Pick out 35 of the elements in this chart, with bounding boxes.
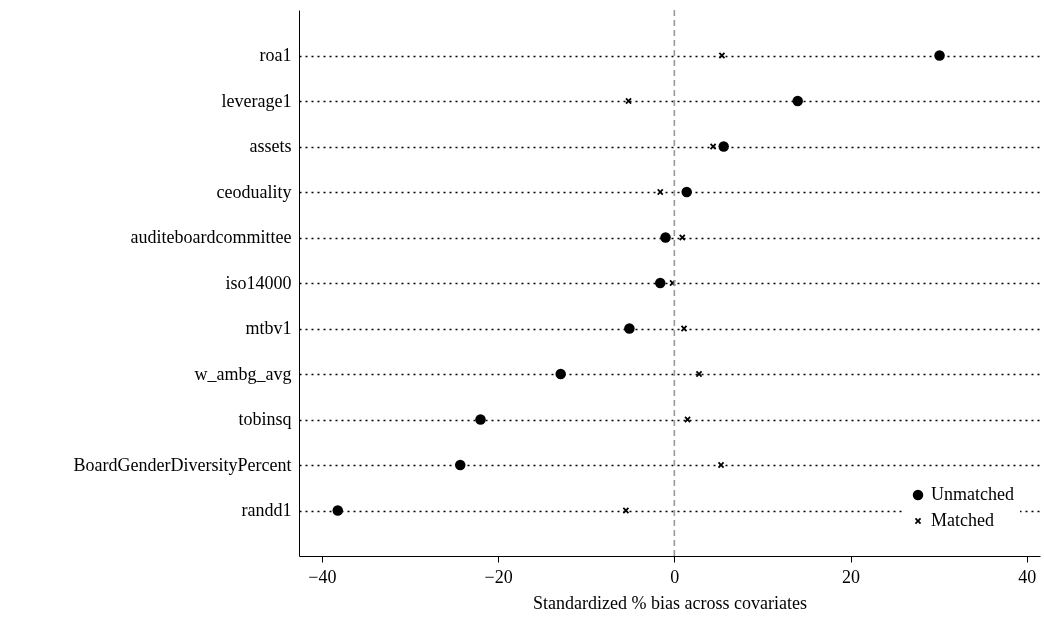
point xyxy=(717,461,725,469)
y-tick-label: auditeboardcommittee xyxy=(130,227,292,247)
y-tick-label: mtbv1 xyxy=(245,318,292,338)
point xyxy=(555,368,566,380)
x-tick-label: −20 xyxy=(484,566,513,587)
y-tick-label: roa1 xyxy=(259,45,292,65)
point xyxy=(455,459,466,471)
y-tick-label: assets xyxy=(249,136,292,156)
point xyxy=(475,414,486,425)
x-tick-label: 0 xyxy=(670,566,680,587)
y-tick-label: iso14000 xyxy=(225,272,292,293)
y-tick-label: BoardGenderDiversityPercent xyxy=(73,454,292,475)
x-axis-title: Standardized % bias across covariates xyxy=(533,592,807,613)
point xyxy=(681,186,692,198)
y-tick-label: ceoduality xyxy=(216,181,292,202)
legend-label: Unmatched xyxy=(931,484,1014,504)
point xyxy=(695,370,703,378)
legend-label: Matched xyxy=(931,510,994,530)
point xyxy=(660,232,671,243)
point xyxy=(718,141,729,152)
point xyxy=(655,277,666,289)
point xyxy=(934,50,945,61)
y-tick-label: leverage1 xyxy=(221,90,292,111)
y-tick-label: tobinsq xyxy=(238,409,292,429)
y-tick-label: randd1 xyxy=(241,500,292,520)
point xyxy=(792,95,803,107)
x-tick-label: −40 xyxy=(308,566,337,587)
y-tick-label: w_ambg_avg xyxy=(194,363,292,384)
x-tick-label: 40 xyxy=(1018,566,1037,587)
point xyxy=(679,234,686,241)
point xyxy=(657,188,664,196)
x-tick-label: 20 xyxy=(842,566,861,587)
point xyxy=(332,505,344,516)
point xyxy=(684,416,691,423)
point xyxy=(624,323,635,334)
